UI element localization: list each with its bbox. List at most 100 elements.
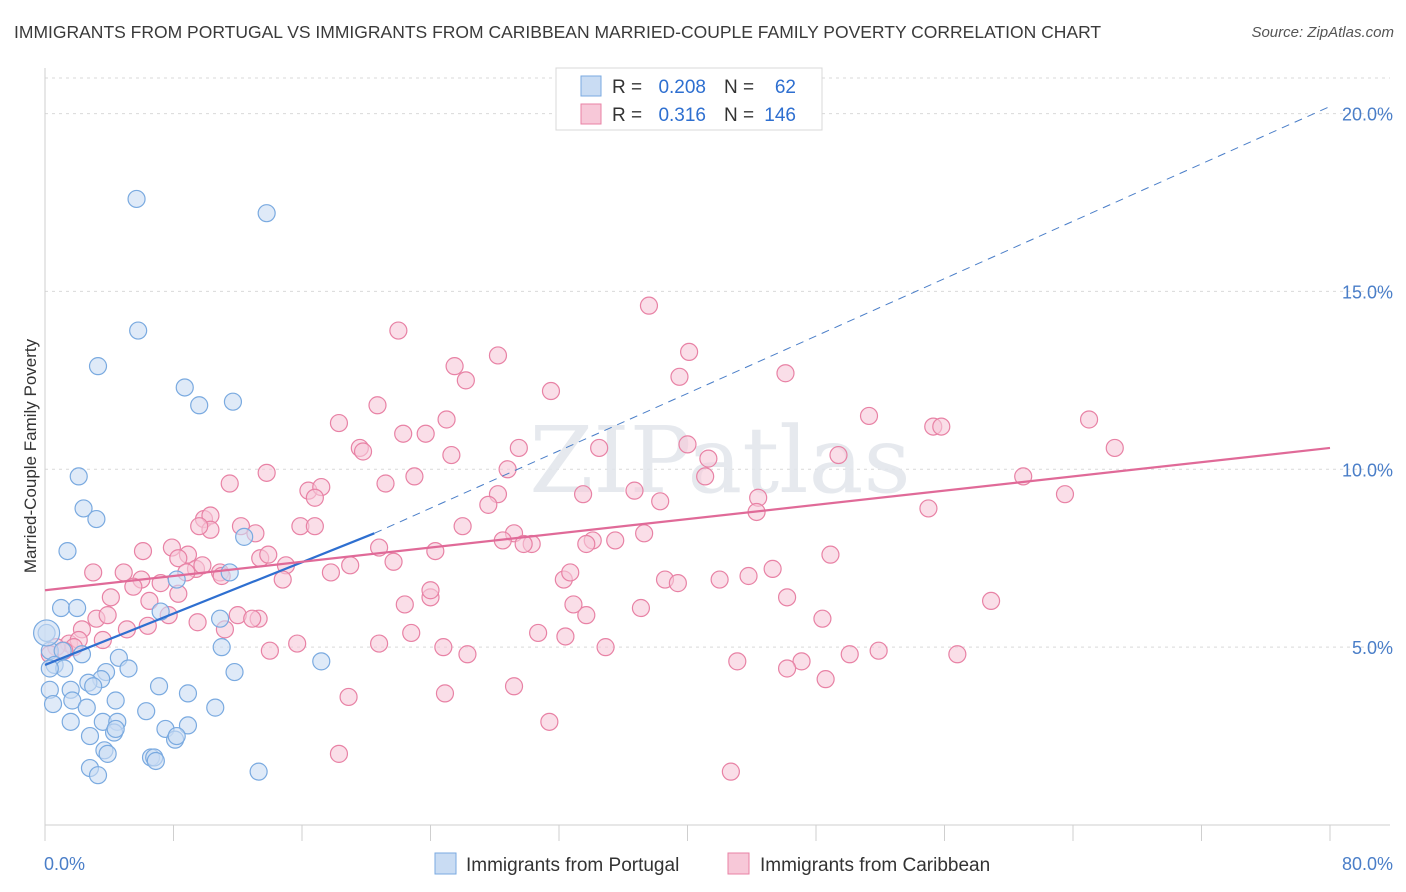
portugal-point-26 bbox=[119, 659, 138, 678]
portugal-point-58 bbox=[88, 766, 108, 785]
legend-swatch-caribbean bbox=[580, 103, 602, 125]
correlation-legend: R = 0.208 N = 62 R = 0.316 N = 146 bbox=[555, 67, 823, 131]
portugal-trend-line bbox=[44, 532, 375, 666]
caribbean-point-136 bbox=[816, 670, 835, 689]
y-tick-label-2: 15.0% bbox=[1342, 282, 1393, 302]
caribbean-point-6 bbox=[670, 367, 689, 386]
caribbean-point-63 bbox=[133, 541, 153, 561]
caribbean-point-106 bbox=[260, 641, 279, 660]
portugal-point-11 bbox=[235, 527, 254, 546]
portugal-point-14 bbox=[51, 598, 71, 618]
caribbean-point-119 bbox=[763, 559, 782, 578]
y-axis-label: Married-Couple Family Poverty bbox=[21, 338, 40, 573]
caribbean-point-129 bbox=[458, 645, 477, 664]
caribbean-point-142 bbox=[504, 677, 524, 696]
caribbean-point-36 bbox=[573, 485, 593, 504]
caribbean-point-124 bbox=[668, 574, 687, 593]
portugal-point-35 bbox=[149, 677, 169, 696]
caribbean-point-94 bbox=[98, 606, 117, 625]
caribbean-point-39 bbox=[305, 488, 324, 507]
portugal-point-31 bbox=[84, 677, 103, 696]
caribbean-point-16 bbox=[932, 417, 951, 436]
portugal-point-60 bbox=[249, 762, 268, 781]
x-tick-label-0: 0.0% bbox=[44, 854, 85, 874]
caribbean-point-52 bbox=[453, 517, 472, 536]
caribbean-point-30 bbox=[376, 474, 395, 493]
legend-r-label-caribbean: R = bbox=[612, 105, 642, 126]
legend-r-value-portugal: 0.208 bbox=[658, 77, 706, 98]
caribbean-point-28 bbox=[498, 460, 517, 479]
portugal-point-10 bbox=[58, 541, 77, 561]
portugal-point-13 bbox=[220, 563, 239, 582]
legend-n-value-portugal: 62 bbox=[775, 77, 796, 98]
caribbean-point-38 bbox=[651, 492, 670, 511]
caribbean-point-87 bbox=[101, 588, 120, 607]
caribbean-point-27 bbox=[257, 463, 276, 482]
caribbean-point-5 bbox=[456, 371, 475, 390]
caribbean-point-20 bbox=[442, 445, 461, 465]
caribbean-point-122 bbox=[564, 595, 583, 614]
portugal-point-7 bbox=[69, 467, 88, 486]
portugal-point-39 bbox=[63, 691, 82, 710]
portugal-point-9 bbox=[87, 509, 106, 529]
portugal-point-2 bbox=[129, 321, 148, 340]
caribbean-point-143 bbox=[540, 712, 559, 731]
portugal-point-33 bbox=[225, 662, 244, 682]
portugal-point-4 bbox=[175, 378, 194, 397]
caribbean-point-82 bbox=[341, 556, 360, 575]
caribbean-point-141 bbox=[435, 684, 455, 703]
source-label: Source: ZipAtlas.com bbox=[1251, 24, 1394, 41]
caribbean-point-109 bbox=[370, 634, 389, 653]
caribbean-point-50 bbox=[190, 517, 209, 536]
portugal-trend-extension bbox=[374, 106, 1331, 534]
caribbean-point-92 bbox=[188, 613, 207, 632]
portugal-point-8 bbox=[74, 499, 93, 518]
caribbean-point-23 bbox=[678, 435, 697, 454]
y-tick-label-1: 10.0% bbox=[1342, 460, 1393, 480]
caribbean-point-11 bbox=[437, 410, 456, 429]
legend-n-value-caribbean: 146 bbox=[764, 105, 796, 126]
caribbean-point-108 bbox=[288, 634, 307, 653]
caribbean-point-133 bbox=[948, 645, 967, 664]
caribbean-point-19 bbox=[353, 442, 373, 461]
caribbean-point-43 bbox=[1055, 485, 1075, 504]
caribbean-point-81 bbox=[321, 563, 341, 582]
caribbean-point-8 bbox=[541, 381, 561, 401]
y-tick-label-0: 5.0% bbox=[1352, 638, 1393, 658]
portugal-point-38 bbox=[43, 694, 63, 714]
caribbean-point-70 bbox=[259, 545, 278, 564]
caribbean-point-140 bbox=[339, 687, 358, 707]
caribbean-point-84 bbox=[124, 577, 143, 596]
caribbean-point-66 bbox=[169, 549, 188, 568]
series-legend: Immigrants from Portugal Immigrants from… bbox=[434, 852, 990, 876]
caribbean-point-121 bbox=[981, 591, 1001, 611]
bottom-legend-swatch-caribbean bbox=[727, 852, 750, 875]
portugal-point-21 bbox=[53, 641, 72, 660]
bottom-legend-swatch-portugal bbox=[434, 852, 457, 875]
portugal-point-32 bbox=[212, 638, 231, 657]
caribbean-point-17 bbox=[1079, 410, 1099, 429]
portugal-point-12 bbox=[167, 570, 186, 589]
axes bbox=[44, 68, 1390, 841]
legend-n-label-caribbean: N = bbox=[724, 105, 754, 126]
caribbean-point-120 bbox=[821, 545, 840, 564]
caribbean-point-137 bbox=[739, 566, 758, 586]
caribbean-point-80 bbox=[273, 570, 292, 589]
caribbean-point-56 bbox=[577, 534, 596, 554]
caribbean-point-123 bbox=[556, 627, 575, 646]
portugal-point-15 bbox=[68, 598, 87, 618]
bottom-legend-label-portugal: Immigrants from Portugal bbox=[466, 855, 679, 876]
caribbean-point-40 bbox=[479, 495, 498, 514]
caribbean-point-0 bbox=[639, 296, 659, 315]
caribbean-point-25 bbox=[829, 445, 848, 465]
caribbean-point-135 bbox=[777, 659, 797, 678]
caribbean-point-1 bbox=[389, 321, 408, 340]
caribbean-point-4 bbox=[445, 357, 464, 376]
caribbean-point-49 bbox=[305, 517, 324, 536]
chart-title: IMMIGRANTS FROM PORTUGAL VS IMMIGRANTS F… bbox=[14, 22, 1102, 42]
caribbean-point-59 bbox=[635, 524, 654, 543]
portugal-point-large bbox=[33, 619, 61, 647]
x-tick-label-1: 80.0% bbox=[1342, 854, 1393, 874]
caribbean-point-145 bbox=[721, 762, 740, 781]
portugal-point-0 bbox=[127, 189, 146, 209]
